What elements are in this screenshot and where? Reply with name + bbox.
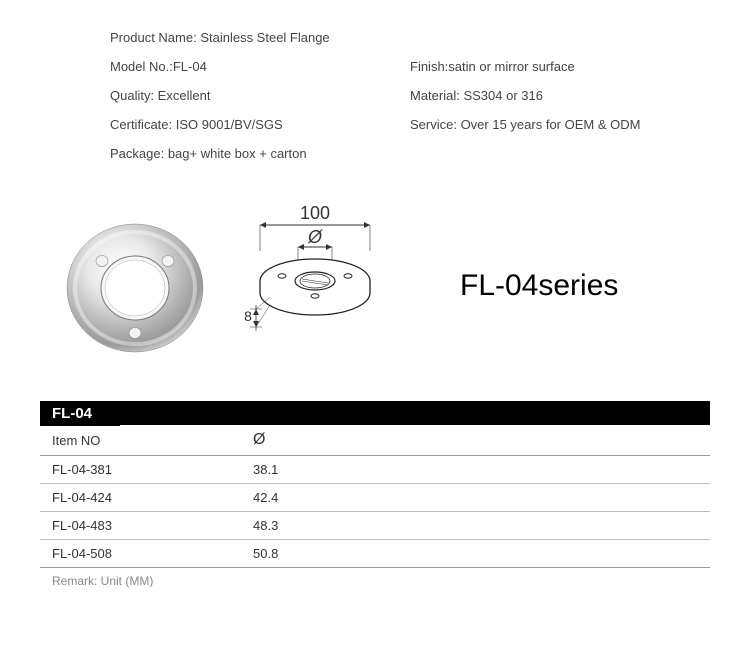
table-row: FL-04-381 38.1 — [40, 456, 710, 484]
dim-width-label: 100 — [300, 203, 330, 223]
table-row: FL-04-483 48.3 — [40, 512, 710, 540]
table-remark: Remark: Unit (MM) — [40, 568, 710, 594]
flange-drawing: 100 Ø 8 — [220, 201, 410, 371]
table-header-name: FL-04 — [40, 401, 120, 426]
cell-d: 50.8 — [241, 540, 710, 568]
cell-item: FL-04-424 — [40, 484, 241, 512]
spec-package: Package: bag+ white box + carton — [110, 146, 690, 161]
diameter-icon: Ø — [307, 227, 323, 247]
col-diameter: Ø — [241, 425, 710, 456]
spec-table-wrap: FL-04 Item NO Ø FL-04-381 38.1 FL-04-424… — [40, 401, 710, 594]
spec-product-name: Product Name: Stainless Steel Flange — [110, 30, 690, 45]
cell-item: FL-04-381 — [40, 456, 241, 484]
cell-item: FL-04-508 — [40, 540, 241, 568]
table-row: FL-04-424 42.4 — [40, 484, 710, 512]
spec-grid: Product Name: Stainless Steel Flange Mod… — [40, 30, 710, 161]
spec-model: Model No.:FL-04 — [110, 59, 390, 74]
spec-certificate: Certificate: ISO 9001/BV/SGS — [110, 117, 390, 132]
dim-thickness-label: 8 — [244, 308, 252, 324]
cell-d: 38.1 — [241, 456, 710, 484]
cell-d: 42.4 — [241, 484, 710, 512]
cell-item: FL-04-483 — [40, 512, 241, 540]
flange-photo — [60, 211, 210, 361]
diagram-row: 100 Ø 8 FL-04series — [40, 201, 710, 371]
spec-table: Item NO Ø FL-04-381 38.1 FL-04-424 42.4 … — [40, 425, 710, 568]
spec-material: Material: SS304 or 316 — [410, 88, 690, 103]
col-item: Item NO — [40, 425, 241, 456]
spec-service: Service: Over 15 years for OEM & ODM — [410, 117, 690, 132]
spec-finish: Finish:satin or mirror surface — [410, 59, 690, 74]
spec-quality: Quality: Excellent — [110, 88, 390, 103]
cell-d: 48.3 — [241, 512, 710, 540]
table-row: FL-04-508 50.8 — [40, 540, 710, 568]
series-title: FL-04series — [460, 269, 618, 303]
